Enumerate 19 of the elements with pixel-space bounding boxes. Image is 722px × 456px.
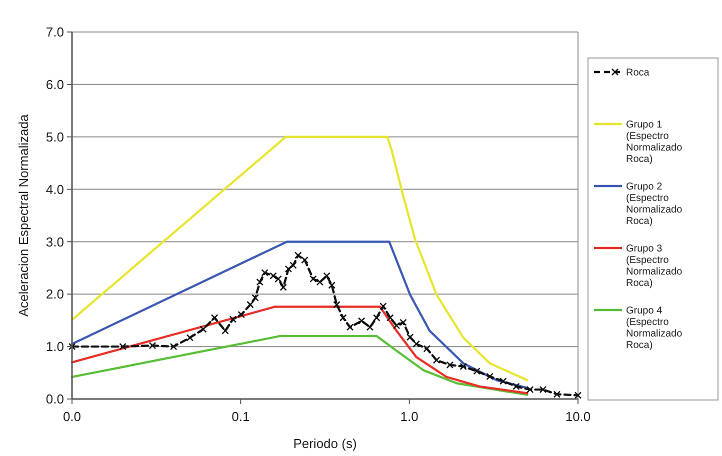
- y-tick-label: 0.0: [46, 392, 64, 407]
- legend-label: Grupo 3 (Espectro Normalizado Roca): [626, 244, 683, 289]
- x-tick-label: 10.0: [565, 409, 591, 424]
- y-tick-label: 6.0: [46, 76, 64, 92]
- y-tick-label: 7.0: [46, 24, 64, 40]
- y-tick-label: 5.0: [46, 129, 64, 144]
- x-tick-label: 0.0: [62, 409, 82, 424]
- y-tick-label: 2.0: [46, 286, 64, 302]
- legend-label: Grupo 4 (Espectro Normalizado Roca): [626, 306, 683, 351]
- y-axis-title: Aceleracion Espectral Normalizada: [16, 114, 31, 317]
- x-tick-label: 0.1: [232, 409, 250, 424]
- y-tick-label: 4.0: [46, 182, 64, 197]
- legend-label: Grupo 2 (Espectro Normalizado Roca): [626, 182, 683, 227]
- y-tick-label: 1.0: [46, 339, 64, 354]
- y-tick-label: 3.0: [46, 234, 64, 250]
- x-axis-title: Periodo (s): [293, 436, 357, 451]
- legend-label: Grupo 1 (Espectro Normalizado Roca): [626, 120, 683, 165]
- legend-label: Roca: [626, 68, 650, 78]
- x-tick-label: 1.0: [400, 409, 418, 424]
